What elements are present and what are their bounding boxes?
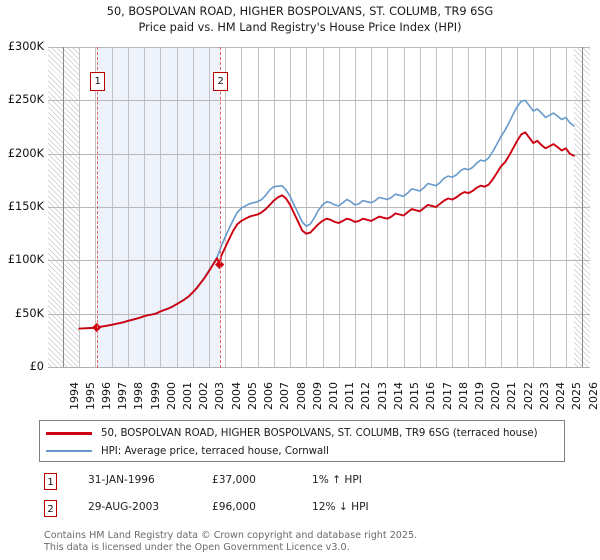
gridline-y-150000 xyxy=(48,207,590,208)
x-axis-labels: 1994 1995 1996 1997 1998 1999 2000 2001 2002 2003… xyxy=(0,372,600,414)
y-tick-label-50000: £50K xyxy=(15,306,44,320)
x-tick-label-2005: 2005 xyxy=(245,382,259,410)
series-line xyxy=(78,99,575,330)
x-tick-label-1997: 1997 xyxy=(116,382,130,410)
gridline-y-250000 xyxy=(48,100,590,101)
chart-legend: 50, BOSPOLVAN ROAD, HIGHER BOSPOLVANS, S… xyxy=(39,420,565,462)
x-tick-label-2002: 2002 xyxy=(197,382,211,410)
gridline-y-300000 xyxy=(48,47,590,48)
event-hpi-delta-2: 12% ↓ HPI xyxy=(312,501,369,513)
event-flag-2[interactable]: 2 xyxy=(213,72,229,91)
y-tick-label-150000: £150K xyxy=(7,200,44,213)
event-flag-1[interactable]: 1 xyxy=(90,72,106,91)
x-tick-label-2022: 2022 xyxy=(521,382,535,410)
x-tick-label-2001: 2001 xyxy=(181,382,195,410)
chart-title-block: 50, BOSPOLVAN ROAD, HIGHER BOSPOLVANS, S… xyxy=(0,4,600,36)
event-date-2: 29-AUG-2003 xyxy=(88,501,160,513)
event-price-1: £37,000 xyxy=(212,474,256,486)
x-tick-label-2000: 2000 xyxy=(164,382,178,410)
x-tick-label-1995: 1995 xyxy=(83,382,97,410)
event-date-1: 31-JAN-1996 xyxy=(88,474,155,486)
x-tick-label-2018: 2018 xyxy=(456,382,470,410)
x-tick-label-2020: 2020 xyxy=(489,382,503,410)
x-tick-label-2004: 2004 xyxy=(229,382,243,410)
x-tick-label-2023: 2023 xyxy=(537,382,551,410)
x-tick-label-2019: 2019 xyxy=(472,382,486,410)
x-tick-label-2013: 2013 xyxy=(375,382,389,410)
x-tick-label-2017: 2017 xyxy=(440,382,454,410)
x-tick-label-2026: 2026 xyxy=(586,382,600,410)
y-axis-labels: £0 £50K £100K £150K £200K £250K £300K xyxy=(7,40,44,373)
x-tick-label-2009: 2009 xyxy=(310,382,324,410)
y-tick-label-100000: £100K xyxy=(7,253,44,267)
x-tick-label-2025: 2025 xyxy=(570,382,584,410)
y-axis-line xyxy=(63,47,64,368)
event-badge-2: 2 xyxy=(44,500,57,517)
legend-item-hpi[interactable]: HPI: Average price, terraced house, Corn… xyxy=(46,442,329,460)
x-tick-label-2010: 2010 xyxy=(327,382,340,410)
attribution-footer: Contains HM Land Registry data © Crown c… xyxy=(44,530,584,553)
x-tick-label-2006: 2006 xyxy=(262,382,276,410)
y-tick-label-250000: £250K xyxy=(7,93,44,107)
x-tick-label-2014: 2014 xyxy=(391,382,405,410)
series-lines xyxy=(78,99,575,333)
x-tick-label-2021: 2021 xyxy=(505,382,519,410)
event-badge-1: 1 xyxy=(44,473,57,490)
legend-item-price-paid[interactable]: 50, BOSPOLVAN ROAD, HIGHER BOSPOLVANS, S… xyxy=(46,424,538,442)
x-tick-label-2011: 2011 xyxy=(343,382,357,410)
y-tick-label-300000: £300K xyxy=(7,40,44,53)
legend-label-hpi: HPI: Average price, terraced house, Corn… xyxy=(101,445,329,457)
x-tick-label-1994: 1994 xyxy=(67,382,81,410)
footer-line-1: Contains HM Land Registry data © Crown c… xyxy=(44,530,418,541)
x-tick-label-2003: 2003 xyxy=(213,382,227,410)
x-axis-line xyxy=(48,367,590,368)
x-tick-label-2024: 2024 xyxy=(554,382,568,410)
footer-line-2: This data is licensed under the Open Gov… xyxy=(44,541,350,553)
event-line-2 xyxy=(219,47,221,368)
series-line xyxy=(78,131,575,330)
gridline-y-50000 xyxy=(48,314,590,315)
x-tick-label-1999: 1999 xyxy=(148,382,162,410)
legend-swatch-hpi xyxy=(46,449,92,453)
event-price-2: £96,000 xyxy=(212,501,256,513)
event-hpi-delta-1: 1% ↑ HPI xyxy=(312,474,362,486)
plot-right-border xyxy=(582,47,583,368)
x-tick-label-1998: 1998 xyxy=(132,382,146,410)
page-subtitle: Price paid vs. HM Land Registry's House … xyxy=(138,21,462,34)
x-tick-label-2007: 2007 xyxy=(278,382,292,410)
x-tick-label-1996: 1996 xyxy=(99,382,113,410)
table-row[interactable]: 1 31-JAN-1996 £37,000 1% ↑ HPI xyxy=(44,472,474,499)
y-tick-label-0: £0 xyxy=(29,360,44,373)
x-tick-label-2015: 2015 xyxy=(408,382,422,410)
transaction-list: 1 31-JAN-1996 £37,000 1% ↑ HPI 2 29-AUG-… xyxy=(44,472,474,526)
page-title: 50, BOSPOLVAN ROAD, HIGHER BOSPOLVANS, S… xyxy=(106,5,494,18)
y-tick-label-200000: £200K xyxy=(7,146,44,160)
legend-swatch-price-paid xyxy=(46,431,92,435)
x-tick-label-2012: 2012 xyxy=(359,382,373,410)
gridline-y-200000 xyxy=(48,154,590,155)
gridline-y-100000 xyxy=(48,260,590,261)
x-tick-label-2008: 2008 xyxy=(294,382,308,410)
legend-label-price-paid: 50, BOSPOLVAN ROAD, HIGHER BOSPOLVANS, S… xyxy=(101,427,538,439)
event-line-1 xyxy=(96,47,98,368)
x-tick-label-2016: 2016 xyxy=(424,382,438,410)
table-row[interactable]: 2 29-AUG-2003 £96,000 12% ↓ HPI xyxy=(44,499,474,526)
